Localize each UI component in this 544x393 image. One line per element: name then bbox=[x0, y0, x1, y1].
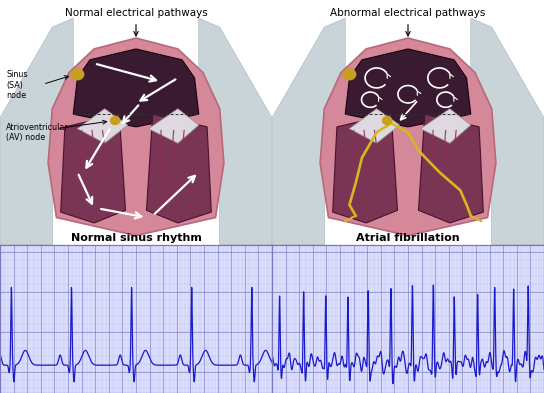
Polygon shape bbox=[333, 114, 398, 223]
Polygon shape bbox=[418, 114, 483, 223]
Polygon shape bbox=[73, 49, 199, 127]
Title: Normal sinus rhythm: Normal sinus rhythm bbox=[71, 233, 201, 242]
Polygon shape bbox=[48, 38, 224, 236]
Polygon shape bbox=[421, 109, 471, 143]
Text: Sinus
(SA)
node: Sinus (SA) node bbox=[7, 70, 28, 100]
Polygon shape bbox=[471, 18, 544, 245]
Text: Abnormal electrical pathways: Abnormal electrical pathways bbox=[330, 8, 486, 18]
Text: Normal electrical pathways: Normal electrical pathways bbox=[65, 8, 207, 18]
Polygon shape bbox=[272, 18, 345, 245]
Polygon shape bbox=[320, 38, 496, 236]
Circle shape bbox=[110, 117, 120, 125]
Polygon shape bbox=[199, 18, 272, 245]
Title: Atrial fibrillation: Atrial fibrillation bbox=[356, 233, 460, 242]
Polygon shape bbox=[345, 49, 471, 127]
Polygon shape bbox=[0, 18, 73, 245]
Polygon shape bbox=[61, 114, 126, 223]
Circle shape bbox=[382, 117, 392, 125]
Polygon shape bbox=[77, 109, 128, 143]
Polygon shape bbox=[146, 114, 211, 223]
Polygon shape bbox=[149, 109, 199, 143]
Circle shape bbox=[71, 69, 84, 80]
Circle shape bbox=[343, 69, 356, 80]
Polygon shape bbox=[349, 109, 400, 143]
Text: Atrioventricular
(AV) node: Atrioventricular (AV) node bbox=[7, 123, 69, 142]
